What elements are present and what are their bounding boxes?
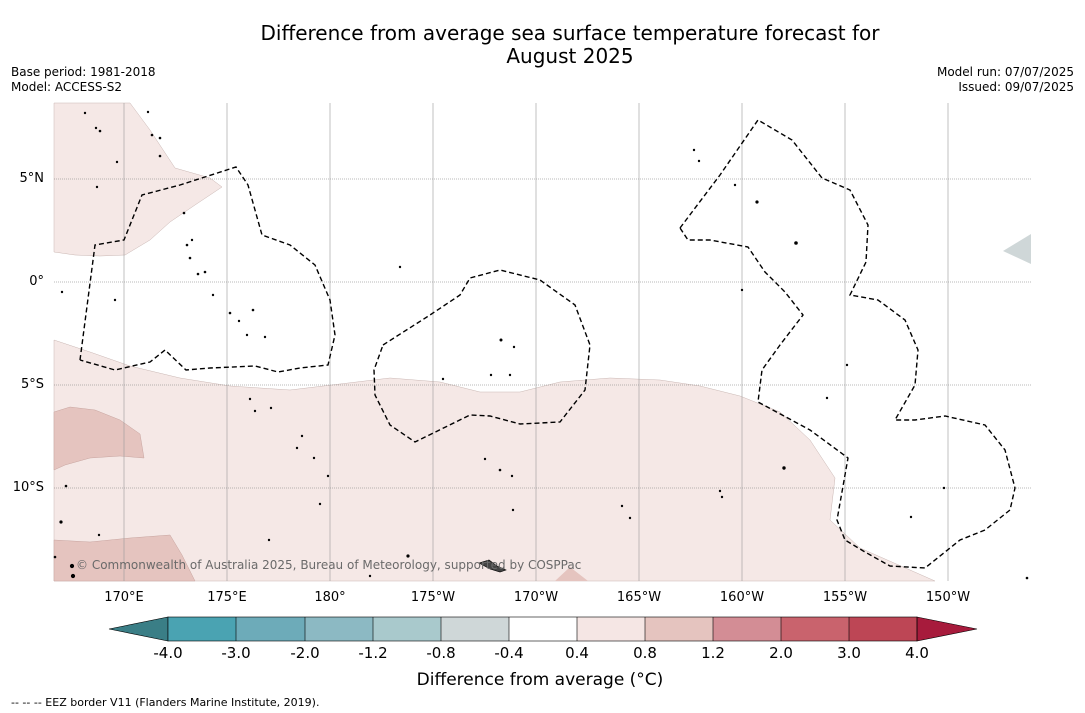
metadata-left: Base period: 1981-2018 Model: ACCESS-S2	[11, 65, 156, 95]
colorbar-tick-label: -2.0	[290, 644, 320, 662]
colorbar-tick-label: -3.0	[221, 644, 251, 662]
lon-label-170e: 170°E	[104, 590, 144, 605]
lon-label-170w: 170°W	[513, 590, 559, 605]
anomaly-region-southwest	[53, 534, 196, 582]
meridians	[123, 103, 949, 581]
lon-label-175e: 175°E	[207, 590, 247, 605]
colorbar-tick-label: -0.8	[426, 644, 456, 662]
colorbar-segment	[236, 617, 305, 641]
anomaly-region-cool-east	[1003, 234, 1031, 264]
issued-date: Issued: 09/07/2025	[958, 80, 1074, 94]
model-run: Model run: 07/07/2025	[936, 65, 1074, 79]
lat-label-0: 0°	[29, 274, 44, 289]
title-line-2: August 2025	[506, 44, 634, 68]
anomaly-region-northwest	[53, 102, 223, 257]
colorbar-tick-label: -1.2	[358, 644, 388, 662]
metadata-right: Model run: 07/07/2025 Issued: 09/07/2025	[937, 65, 1074, 95]
lon-label-160w: 160°W	[719, 590, 765, 605]
anomaly-region-west	[53, 406, 145, 471]
map-panel	[53, 102, 1031, 582]
copyright-notice: © Commonwealth of Australia 2025, Bureau…	[76, 558, 582, 572]
colorbar-tick-label: 0.4	[565, 644, 589, 662]
base-period: Base period: 1981-2018	[11, 65, 156, 79]
colorbar-tick-label: 3.0	[837, 644, 861, 662]
islands	[53, 110, 1029, 580]
lon-label-175w: 175°W	[410, 590, 456, 605]
colorbar-segment	[509, 617, 577, 641]
eez-border-phoenix	[373, 269, 591, 443]
lon-label-180: 180°	[314, 590, 346, 605]
colorbar-tick-label: 4.0	[905, 644, 929, 662]
colorbar-tick-label: -4.0	[153, 644, 183, 662]
eez-border-tuvalu-tokelau	[79, 166, 336, 373]
colorbar-tick-label: 0.8	[633, 644, 657, 662]
lon-label-150w: 150°W	[925, 590, 971, 605]
title-line-1: Difference from average sea surface temp…	[260, 21, 880, 45]
lon-label-155w: 155°W	[822, 590, 868, 605]
colorbar	[108, 616, 978, 642]
colorbar-segment	[168, 617, 236, 641]
lat-label-5n: 5°N	[19, 171, 45, 186]
map-title: Difference from average sea surface temp…	[170, 22, 970, 68]
eez-footnote: -- -- -- EEZ border V11 (Flanders Marine…	[11, 696, 320, 709]
lon-label-165w: 165°W	[616, 590, 662, 605]
colorbar-tick-label: -0.4	[494, 644, 524, 662]
anomaly-region-south	[53, 339, 936, 582]
colorbar-extend-low	[108, 616, 169, 642]
colorbar-segment	[713, 617, 781, 641]
colorbar-extend-high	[916, 616, 978, 642]
eez-borders	[79, 119, 1016, 569]
colorbar-segment	[781, 617, 849, 641]
anomaly-region-south-center	[555, 567, 588, 581]
colorbar-segment	[373, 617, 441, 641]
lat-label-10s: 10°S	[12, 480, 44, 495]
colorbar-segment	[305, 617, 373, 641]
colorbar-tick-label: 2.0	[769, 644, 793, 662]
colorbar-segment	[441, 617, 509, 641]
model-name: Model: ACCESS-S2	[11, 80, 123, 94]
colorbar-segment	[577, 617, 645, 641]
lat-label-5s: 5°S	[20, 377, 44, 392]
colorbar-title: Difference from average (°C)	[416, 670, 664, 690]
colorbar-segment	[849, 617, 917, 641]
colorbar-tick-label: 1.2	[701, 644, 725, 662]
colorbar-segment	[645, 617, 713, 641]
